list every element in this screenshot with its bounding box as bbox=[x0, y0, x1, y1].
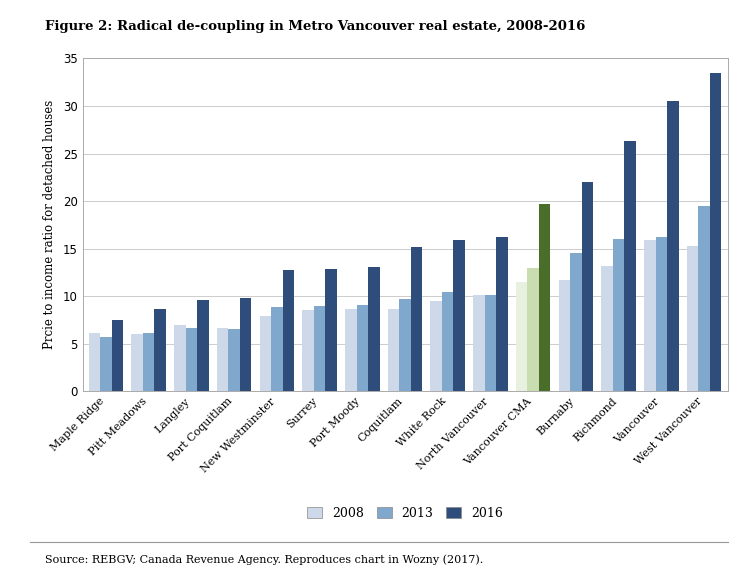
Bar bbox=[131, 334, 143, 391]
Text: Source: REBGV; Canada Revenue Agency. Reproduces chart in Wozny (2017).: Source: REBGV; Canada Revenue Agency. Re… bbox=[45, 555, 483, 565]
Text: Figure 2: Radical de-coupling in Metro Vancouver real estate, 2008-2016: Figure 2: Radical de-coupling in Metro V… bbox=[45, 20, 585, 33]
Bar bbox=[496, 237, 508, 391]
Bar bbox=[656, 237, 667, 391]
Bar bbox=[240, 298, 251, 391]
Bar bbox=[283, 270, 294, 391]
Bar bbox=[388, 308, 399, 391]
Bar bbox=[582, 182, 593, 391]
Bar bbox=[667, 101, 679, 391]
Y-axis label: Prcie to income ratio for detached houses: Prcie to income ratio for detached house… bbox=[43, 100, 56, 349]
Bar bbox=[516, 282, 527, 391]
Bar bbox=[112, 320, 123, 391]
Legend: 2008, 2013, 2016: 2008, 2013, 2016 bbox=[302, 502, 508, 525]
Bar bbox=[143, 333, 154, 391]
Bar bbox=[539, 204, 550, 391]
Bar bbox=[345, 310, 356, 391]
Bar bbox=[228, 329, 240, 391]
Bar bbox=[430, 301, 442, 391]
Bar bbox=[314, 305, 326, 391]
Bar bbox=[454, 240, 465, 391]
Bar bbox=[399, 299, 411, 391]
Bar bbox=[260, 316, 271, 391]
Bar bbox=[88, 333, 101, 391]
Bar bbox=[100, 337, 112, 391]
Bar bbox=[570, 253, 582, 391]
Bar bbox=[527, 267, 539, 391]
Bar bbox=[624, 141, 636, 391]
Bar bbox=[710, 72, 722, 391]
Bar bbox=[154, 308, 166, 391]
Bar bbox=[326, 269, 337, 391]
Bar bbox=[411, 246, 422, 391]
Bar bbox=[473, 296, 484, 391]
Bar bbox=[271, 307, 283, 391]
Bar bbox=[174, 325, 186, 391]
Bar bbox=[368, 267, 380, 391]
Bar bbox=[687, 246, 698, 391]
Bar bbox=[442, 293, 454, 391]
Bar bbox=[186, 328, 197, 391]
Bar bbox=[217, 328, 228, 391]
Bar bbox=[698, 206, 709, 391]
Bar bbox=[356, 305, 368, 391]
Bar bbox=[197, 300, 208, 391]
Bar bbox=[484, 296, 496, 391]
Bar bbox=[613, 239, 624, 391]
Bar bbox=[559, 280, 570, 391]
Bar bbox=[644, 240, 656, 391]
Bar bbox=[602, 266, 613, 391]
Bar bbox=[302, 311, 313, 391]
